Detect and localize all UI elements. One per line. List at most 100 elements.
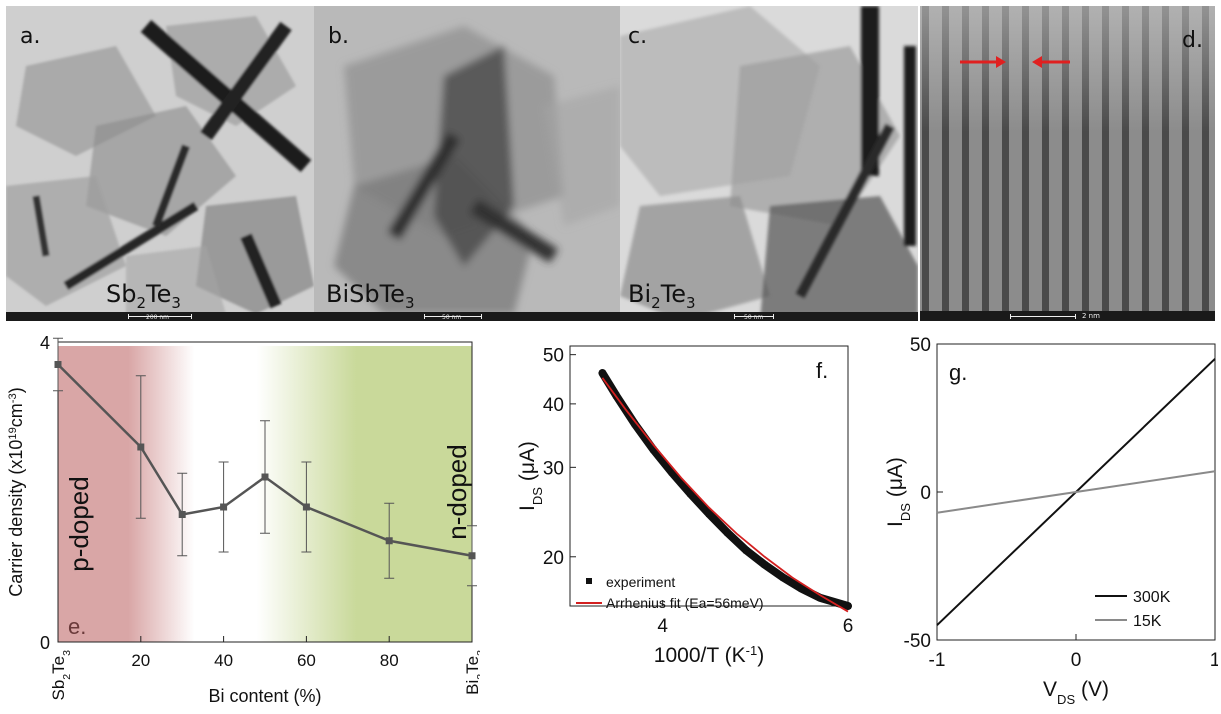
x-tick-label: Bi2Te3 (463, 650, 480, 695)
material-text: BiSbTe (326, 280, 405, 308)
x-tick-label: Sb2Te3 (49, 650, 73, 701)
material-label-c: Bi2Te3 (628, 280, 696, 312)
x-tick-label: 80 (380, 651, 399, 670)
experiment-point (687, 490, 694, 497)
chart-e-carrier-density: 0 4 Sb2Te3 20 40 60 80 Bi2Te3 p-doped n-doped e. Ca… (6, 333, 480, 706)
material-text: Te (660, 280, 687, 308)
y-axis-label: IDS (μA) (884, 457, 913, 527)
data-point (302, 503, 310, 511)
data-point (468, 552, 476, 560)
data-point (220, 503, 228, 511)
experiment-point (668, 469, 675, 476)
experiment-point (845, 603, 851, 609)
y-tick-label: 4 (40, 333, 50, 353)
material-subscript: 3 (171, 293, 181, 312)
y-tick-label: -50 (904, 631, 931, 652)
y-tick-label: 30 (543, 458, 564, 479)
experiment-point (743, 547, 750, 554)
experiment-point (724, 529, 731, 536)
series-line-15K (936, 470, 1216, 514)
x-tick-label: 20 (131, 651, 150, 670)
left-arrow-icon (1032, 56, 1042, 68)
right-arrow-icon (996, 56, 1006, 68)
panel-letter-f: f. (816, 358, 828, 383)
data-point (54, 361, 62, 368)
data-point (137, 443, 145, 451)
tem-panel-d: d. 2 nm (920, 6, 1215, 321)
material-subscript: 2 (651, 293, 661, 312)
material-text: Bi (628, 280, 652, 308)
y-axis-label: IDS (μA) (516, 441, 545, 511)
y-tick-label: 50 (910, 335, 931, 356)
chart-g-iv-curves: -50 0 50 -1 0 1 g. 300K 15K IDS (μA) VDS (V) (884, 335, 1218, 707)
panel-letter-d: d. (1182, 28, 1203, 53)
scale-label: 50 nm (744, 314, 764, 321)
legend-marker-experiment (586, 578, 592, 584)
n-doped-label: n-doped (442, 444, 472, 539)
tem-image-b (334, 26, 620, 314)
x-tick-label: 40 (214, 651, 233, 670)
plot-frame (57, 341, 473, 643)
x-tick-label: 1 (1210, 650, 1218, 671)
plot-frame (569, 345, 849, 607)
chart-f-current-vs-temperature: 20 30 40 50 4 6 f. experiment Arrhenius fit (Ea=… (516, 345, 854, 668)
panel-letter-a: a. (20, 24, 41, 49)
experiment-point (761, 561, 768, 568)
scale-bar-a: 200 nm (6, 312, 314, 321)
y-tick-label: 40 (543, 395, 564, 416)
tem-image-d (920, 6, 1215, 321)
scale-label: 200 nm (146, 314, 170, 321)
y-tick-label: 0 (920, 483, 931, 504)
experiment-point (706, 510, 712, 517)
experiment-point (631, 421, 638, 428)
experiment-point (599, 370, 606, 377)
x-axis-label: VDS (V) (1043, 678, 1109, 707)
legend-label-15K: 15K (1133, 613, 1162, 630)
x-tick-label: 60 (297, 651, 316, 670)
x-tick-label: 0 (1071, 650, 1082, 671)
y-tick-label: 0 (40, 633, 50, 653)
tem-panel-c: c. Bi2Te3 50 nm (620, 6, 918, 321)
data-point (178, 511, 186, 518)
x-tick-label: 4 (657, 616, 668, 637)
y-tick-label: 20 (543, 548, 564, 569)
material-subscript: 3 (686, 293, 696, 312)
material-subscript: 3 (404, 293, 415, 312)
material-label-b: BiSbTe3 (326, 280, 415, 312)
tem-image-a (6, 16, 314, 321)
scale-bar-b: 50 nm (314, 312, 620, 321)
panel-letter-c: c. (628, 24, 648, 49)
p-doped-label: p-doped (64, 476, 94, 571)
experiment-trace (598, 369, 852, 610)
scale-bar-d: 2 nm (920, 311, 1215, 321)
arrhenius-fit-line (601, 377, 849, 613)
x-tick-label: 6 (843, 616, 854, 637)
panel-letter-e: e. (68, 614, 86, 639)
y-axis-label: Carrier density (x1019cm-3) (6, 387, 26, 596)
y-tick-label: 50 (543, 346, 564, 367)
legend-label-fit: Arrhenius fit (Ea=56meV) (606, 595, 764, 611)
scale-label: 2 nm (1082, 312, 1100, 320)
data-point (261, 473, 269, 481)
material-text: Te (146, 280, 172, 308)
scale-bar-c: 50 nm (620, 312, 918, 321)
panel-letter-b: b. (328, 24, 349, 49)
experiment-point (817, 594, 824, 601)
x-axis-label: Bi content (%) (208, 686, 321, 706)
experiment-point (780, 574, 787, 581)
tem-panel-a: a. Sb2Te3 200 nm (6, 6, 314, 321)
x-tick-label: -1 (929, 650, 946, 671)
carrier-density-line (57, 363, 473, 557)
legend-label-300K: 300K (1133, 589, 1171, 606)
tem-image-c (620, 6, 918, 321)
material-label-a: Sb2Te3 (106, 280, 181, 312)
material-subscript: 2 (136, 293, 147, 312)
tem-panel-b: b. BiSbTe3 50 nm (314, 6, 620, 321)
experiment-point (798, 585, 805, 592)
material-text: Sb (106, 280, 137, 308)
legend-label-experiment: experiment (606, 574, 675, 590)
panel-letter-g: g. (949, 360, 967, 385)
x-axis-label: 1000/T (K-1) (654, 643, 764, 668)
scale-label: 50 nm (442, 314, 462, 321)
experiment-point (650, 446, 657, 453)
